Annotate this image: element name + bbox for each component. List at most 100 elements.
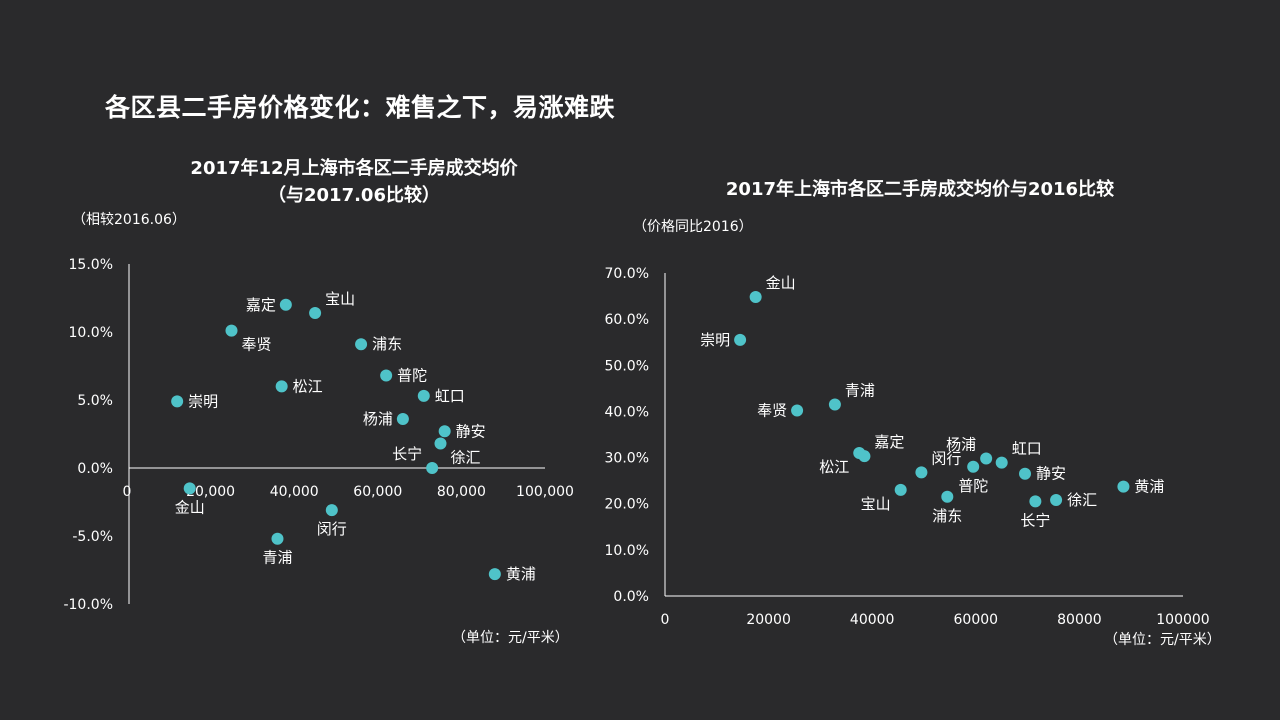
left-y-tick-label: 0.0% [77,461,113,477]
left-point-label: 金山 [175,498,205,516]
left-point-label: 黄浦 [506,565,536,583]
right-point-label: 杨浦 [946,435,976,453]
right-x-tick-label: 40000 [850,612,895,628]
right-y-tick-label: 50.0% [605,358,649,374]
right-point-label: 虹口 [1012,440,1042,458]
right-point [915,466,928,479]
left-point-label: 长宁 [392,445,422,463]
right-x-tick-label: 80000 [1057,612,1102,628]
right-point [1050,494,1063,507]
right-point [995,456,1008,469]
left-point-label: 崇明 [188,392,218,410]
right-y-axis-label: （价格同比2016） [633,219,753,235]
left-point [417,389,430,402]
right-x-tick-label: 100000 [1156,612,1209,628]
right-point-label: 静安 [1036,465,1066,483]
right-point-label: 宝山 [861,495,891,513]
left-point [271,532,284,545]
left-point-label: 松江 [293,377,323,395]
left-point [325,504,338,517]
left-point [279,298,292,311]
right-y-tick-label: 30.0% [605,451,649,467]
left-point-label: 浦东 [372,335,402,353]
left-y-tick-label: 10.0% [69,325,113,341]
right-y-tick-label: 40.0% [605,404,649,420]
left-x-tick-label: 60,000 [353,484,402,500]
slide-title: 各区县二手房价格变化：难售之下，易涨难跌 [105,93,616,122]
right-point-label: 长宁 [1020,511,1050,529]
right-point [1029,495,1042,508]
right-point-label: 徐汇 [1067,491,1097,509]
left-point [426,462,439,474]
left-point-label: 奉贤 [242,336,272,354]
left-point-label: 虹口 [435,387,465,405]
right-x-tick-label: 0 [661,612,670,628]
right-point [828,398,841,411]
right-chart-title: 2017年上海市各区二手房成交均价与2016比较 [726,178,1114,200]
left-point-label: 普陀 [397,367,427,385]
left-x-tick-label: 100,000 [516,484,574,500]
right-unit-note: （单位：元/平米） [1104,632,1221,648]
right-y-tick-label: 10.0% [605,543,649,559]
left-point [171,395,184,408]
left-point-label: 宝山 [325,290,355,308]
right-point-label: 普陀 [958,477,988,495]
right-point-label: 闵行 [931,449,961,467]
right-point-label: 金山 [766,274,796,292]
right-point [734,333,747,346]
right-point-label: 奉贤 [757,402,787,420]
right-point-label: 嘉定 [874,433,904,451]
right-point [967,460,980,473]
right-point-label: 浦东 [932,507,962,525]
left-y-tick-label: 15.0% [69,257,113,273]
left-point-label: 静安 [456,422,486,440]
left-chart-subtitle: （与2017.06比较） [268,184,440,206]
left-x-tick-label: 20,000 [186,484,235,500]
right-point [791,404,804,417]
right-y-tick-label: 20.0% [605,497,649,513]
left-point [434,437,447,450]
left-x-tick-label: 80,000 [437,484,486,500]
left-y-tick-label: -10.0% [63,597,113,613]
right-point [980,452,993,465]
left-point [183,482,196,495]
right-x-tick-label: 60000 [954,612,999,628]
right-point [858,450,871,463]
left-point [438,425,451,438]
right-point-label: 青浦 [845,382,875,400]
left-point-label: 青浦 [262,549,292,567]
left-y-tick-label: 5.0% [77,393,113,409]
right-y-tick-label: 0.0% [613,589,649,605]
left-point [488,568,501,581]
right-x-tick-label: 20000 [746,612,791,628]
left-x-tick-label: 0 [123,484,132,500]
left-y-axis-label: （相较2016.06） [72,212,186,228]
left-x-tick-label: 40,000 [270,484,319,500]
right-y-tick-label: 60.0% [605,312,649,328]
left-point [275,380,288,393]
left-point [355,338,368,351]
left-point-label: 嘉定 [246,296,276,314]
left-point-label: 闵行 [317,520,347,538]
left-point [380,369,393,382]
left-point [309,306,322,319]
right-y-tick-label: 70.0% [605,266,649,282]
left-plot-area: 15.0% 10.0% 5.0% 0.0% -5.0% -10.0% 0 20,000 40,0… [63,257,573,613]
left-point [396,413,409,426]
right-point [941,490,954,503]
right-point-label: 崇明 [700,331,730,349]
right-point-label: 黄浦 [1134,478,1164,496]
right-point [749,290,762,303]
right-point [1019,467,1032,480]
left-y-tick-label: -5.0% [72,529,113,545]
left-unit-note: （单位：元/平米） [452,630,569,646]
right-point [1117,480,1130,493]
right-point [894,483,907,496]
left-chart-title: 2017年12月上海市各区二手房成交均价 [190,157,518,179]
left-point-label: 徐汇 [451,449,481,467]
left-point-label: 杨浦 [363,410,393,428]
right-point-label: 松江 [819,458,849,476]
left-point [225,324,238,337]
